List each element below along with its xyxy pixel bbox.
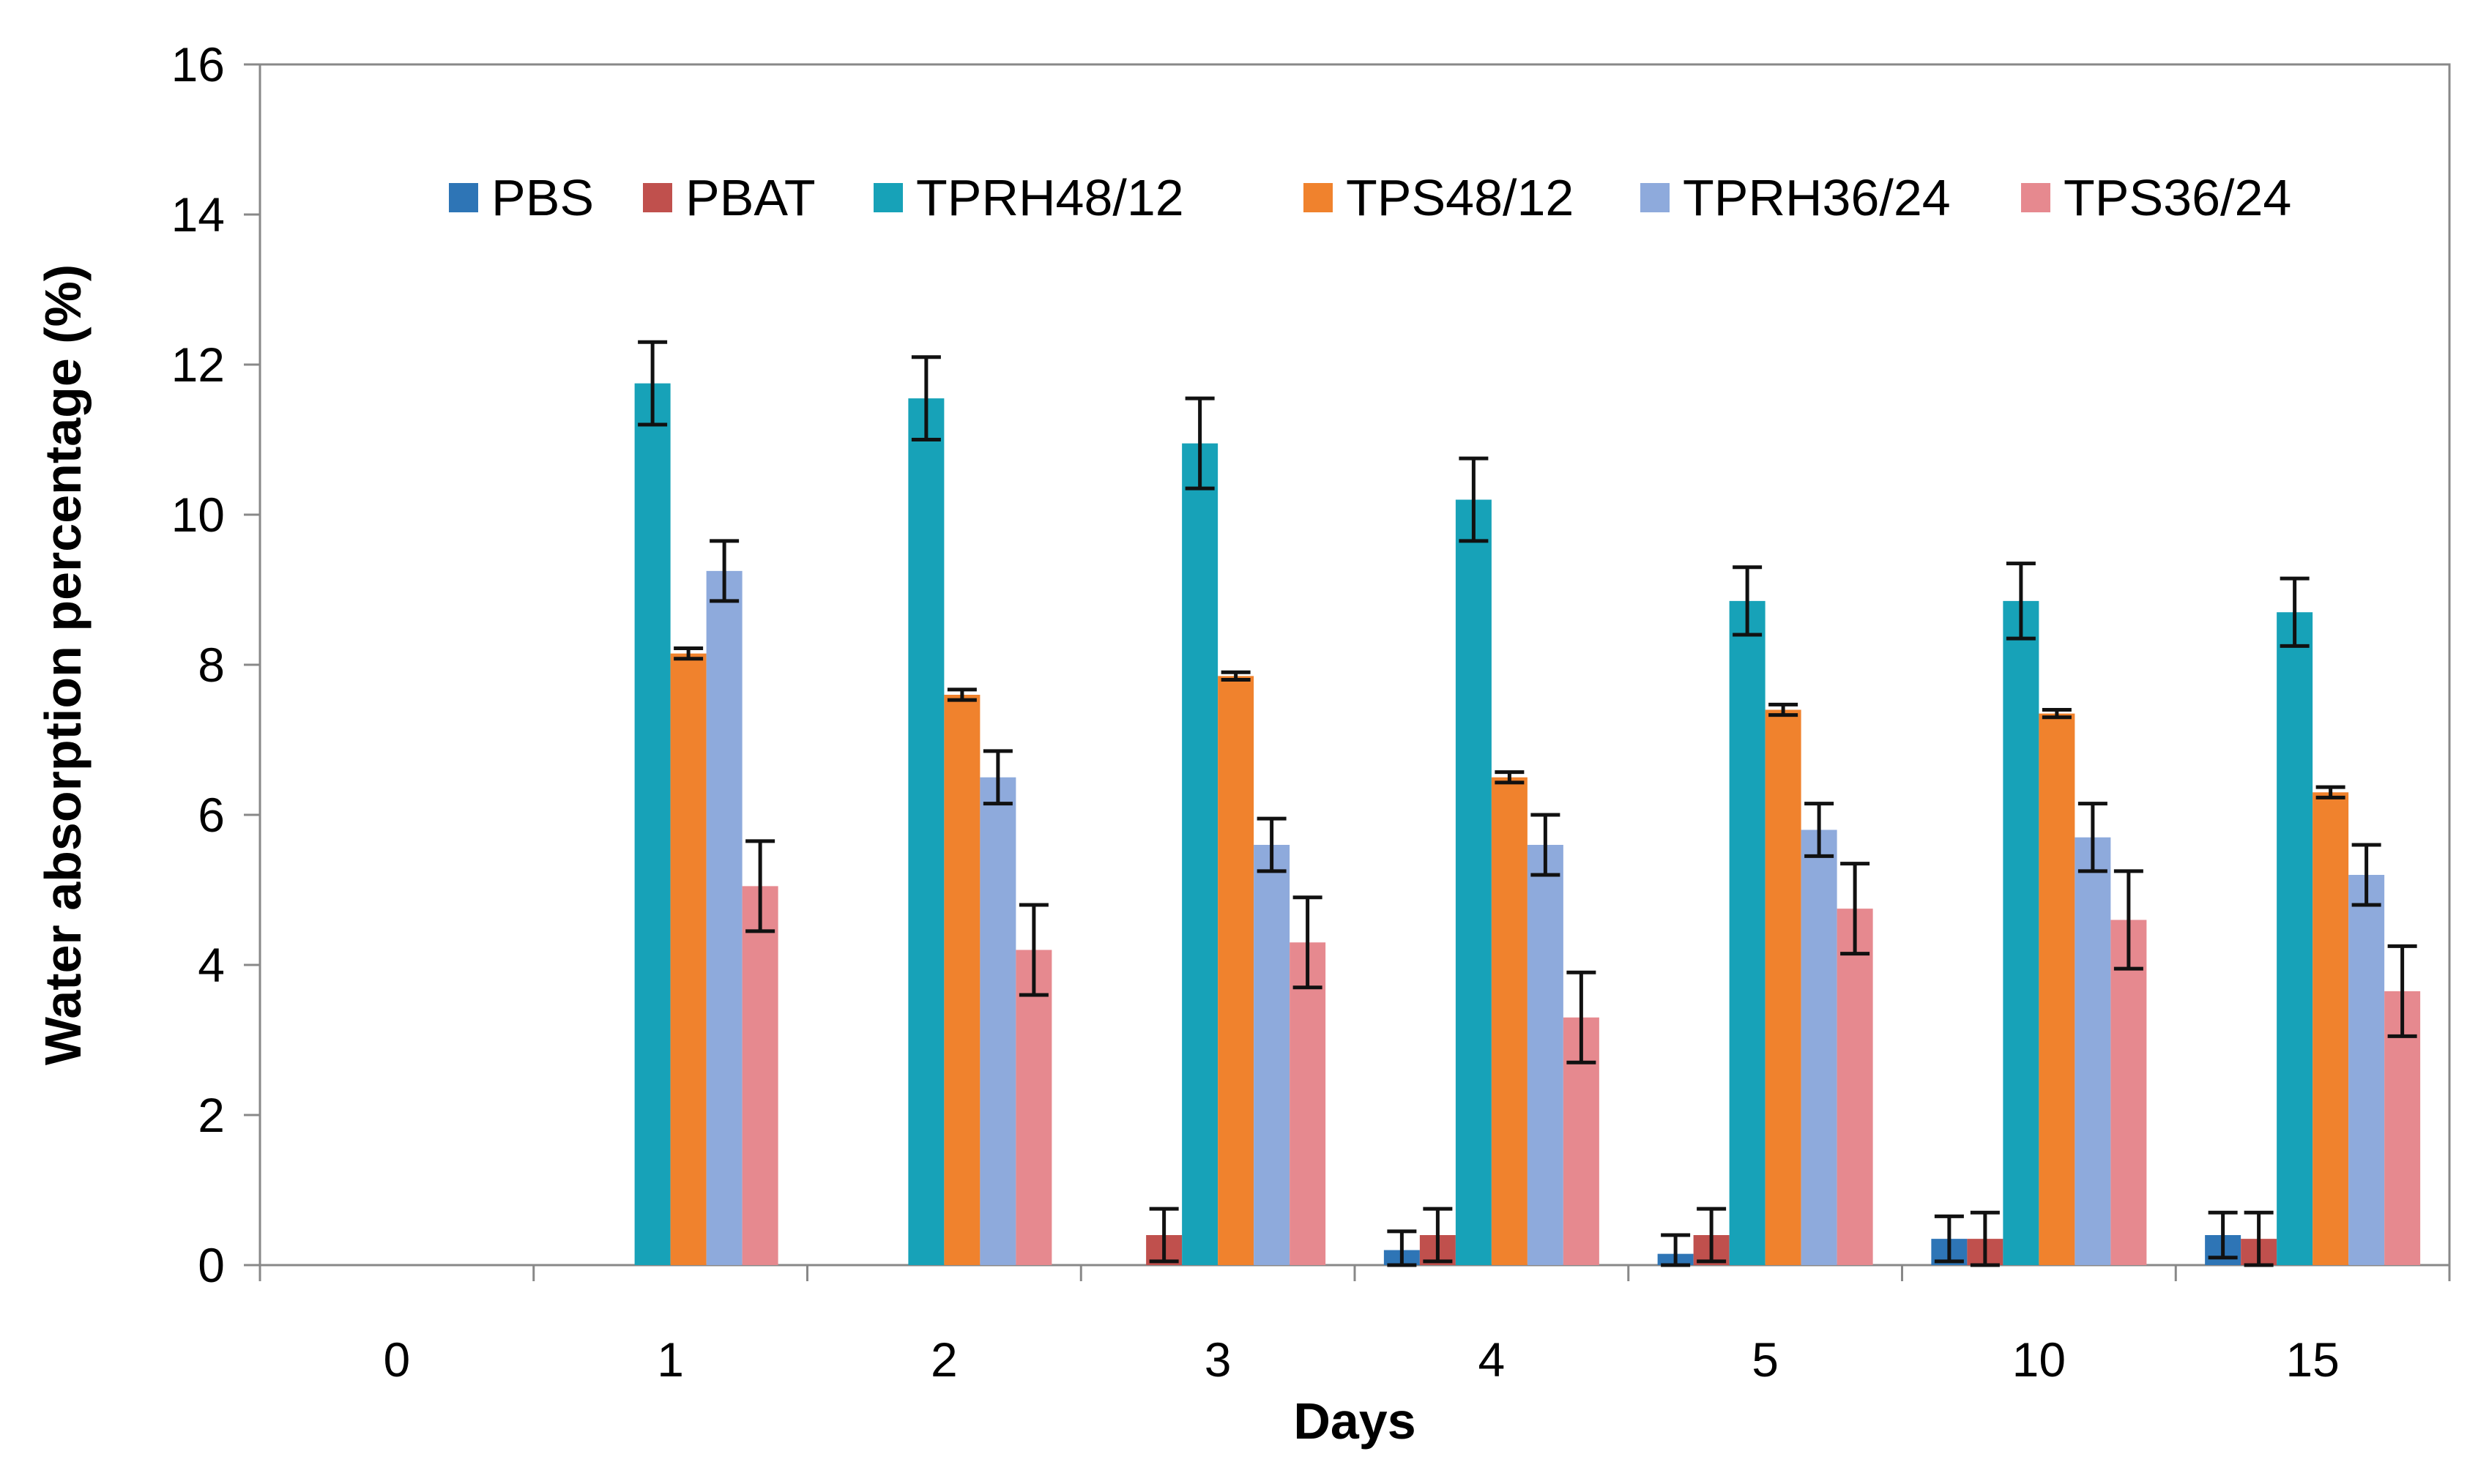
bar-tprh48-12-5 [1729, 600, 1766, 1265]
bar-tps36-24-3 [1290, 942, 1326, 1265]
x-tick-label: 5 [1752, 1332, 1779, 1387]
y-tick-label: 2 [198, 1088, 225, 1142]
y-tick-label: 14 [171, 187, 225, 242]
bar-tprh36-24-2 [980, 777, 1016, 1265]
bar-tps48-12-2 [944, 695, 981, 1265]
x-tick-label: 4 [1478, 1332, 1506, 1387]
y-tick-label: 16 [171, 37, 225, 92]
bar-tps36-24-1 [742, 886, 778, 1265]
bar-tps48-12-5 [1765, 709, 1801, 1265]
bar-tps48-12-10 [2039, 713, 2075, 1265]
bar-tprh36-24-3 [1254, 845, 1290, 1265]
x-tick-label: 3 [1205, 1332, 1232, 1387]
bar-tps36-24-10 [2110, 920, 2147, 1265]
legend-label: TPRH36/24 [1683, 169, 1951, 226]
x-tick-label: 10 [2012, 1332, 2066, 1387]
y-axis-title: Water absorption percentage (%) [34, 264, 92, 1065]
bar-tps36-24-5 [1837, 909, 1873, 1265]
legend-label: TPRH48/12 [916, 169, 1184, 226]
legend-label: PBS [491, 169, 594, 226]
bar-tprh48-12-4 [1455, 499, 1492, 1265]
bar-tprh36-24-15 [2348, 875, 2385, 1265]
y-tick-label: 6 [198, 788, 225, 842]
legend-swatch [1640, 183, 1670, 212]
legend-swatch [643, 183, 672, 212]
bar-tprh36-24-5 [1801, 829, 1837, 1265]
bar-tprh48-12-3 [1182, 443, 1218, 1265]
x-axis: 0 1 2 3 4 5 10 15 [258, 1265, 2451, 1387]
bar-tprh48-12-1 [634, 383, 671, 1265]
x-tick-label: 15 [2285, 1332, 2339, 1387]
bar-tps48-12-15 [2313, 792, 2349, 1265]
y-tick-label: 4 [198, 938, 225, 992]
bar-tps36-24-2 [1016, 950, 1052, 1265]
bars [634, 383, 2421, 1265]
y-tick-label: 0 [198, 1238, 225, 1292]
legend-label: TPS48/12 [1346, 169, 1574, 226]
bar-tps48-12-4 [1491, 777, 1528, 1265]
bar-tprh36-24-4 [1527, 845, 1563, 1265]
legend-swatch [2021, 183, 2050, 212]
legend-swatch [449, 183, 478, 212]
bar-tprh48-12-10 [2003, 600, 2039, 1265]
bar-tps48-12-1 [670, 653, 707, 1265]
y-axis: 0 2 4 6 8 10 12 14 16 [171, 37, 260, 1292]
bar-tprh36-24-1 [706, 570, 743, 1265]
bar-tprh48-12-15 [2277, 612, 2313, 1265]
y-tick-label: 8 [198, 638, 225, 692]
x-tick-label: 1 [657, 1332, 684, 1387]
bar-tps48-12-3 [1218, 676, 1254, 1265]
y-tick-label: 10 [171, 488, 225, 542]
legend-label: TPS36/24 [2064, 169, 2291, 226]
legend-swatch [1303, 183, 1333, 212]
error-bars [638, 340, 2417, 1267]
x-tick-label: 2 [931, 1332, 958, 1387]
y-tick-label: 12 [171, 338, 225, 392]
x-tick-label: 0 [384, 1332, 411, 1387]
bar-tprh36-24-10 [2075, 837, 2111, 1265]
legend: PBS PBAT TPRH48/12 TPS48/12 TPRH36/24 TPS36/2… [449, 169, 2291, 226]
x-axis-title: Days [1293, 1392, 1415, 1450]
legend-label: PBAT [685, 169, 816, 226]
legend-swatch [874, 183, 903, 212]
bar-tprh48-12-2 [908, 398, 945, 1265]
